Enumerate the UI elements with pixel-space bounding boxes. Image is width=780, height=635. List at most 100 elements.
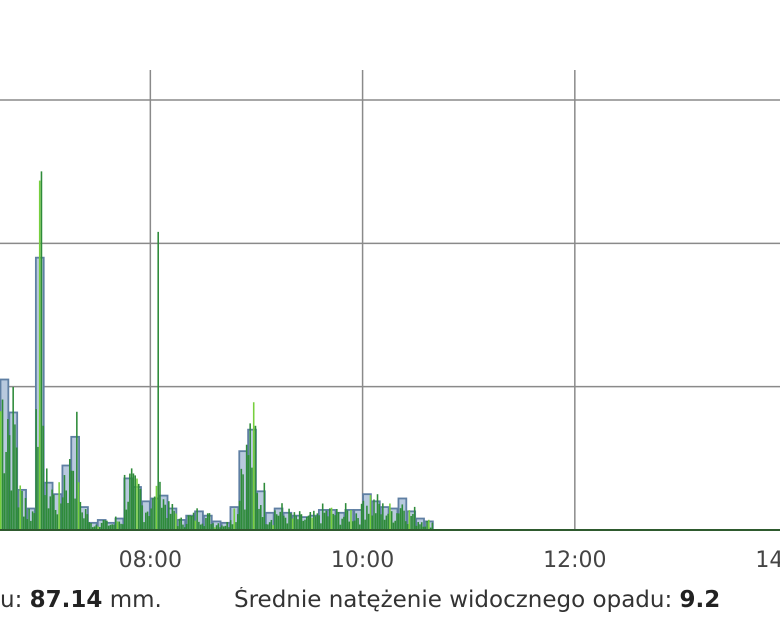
fine-bar [383, 519, 386, 530]
fine-bar [263, 482, 266, 530]
fine-bar [107, 525, 110, 530]
fine-bar [159, 481, 161, 530]
fine-bar [431, 522, 434, 530]
fine-bar [279, 511, 282, 530]
fine-bar [244, 509, 246, 530]
fine-bar [336, 509, 338, 530]
fine-bar [182, 524, 184, 530]
fine-bar [134, 475, 136, 530]
fine-bar [428, 519, 430, 530]
fine-bar [330, 507, 333, 530]
fine-bar [201, 523, 204, 530]
fine-bar [132, 473, 135, 530]
fine-bar [378, 503, 381, 530]
fine-bar [150, 508, 152, 530]
fine-bar [136, 478, 138, 530]
fine-bar [392, 522, 395, 530]
fine-bar [38, 180, 41, 530]
fine-bar [28, 508, 30, 530]
fine-bar [320, 523, 322, 530]
fine-bar [148, 516, 151, 530]
fine-bar [351, 521, 354, 530]
fine-bar [180, 517, 182, 530]
fine-bar [339, 524, 342, 530]
fine-bar [247, 455, 250, 530]
fine-bar [327, 516, 329, 530]
fine-bar [109, 524, 112, 530]
fine-bar [222, 526, 225, 530]
fine-bar [328, 508, 331, 530]
fine-bar [173, 510, 175, 530]
fine-bar [376, 494, 379, 530]
fine-bar [240, 468, 243, 530]
fine-bar [30, 520, 32, 530]
fine-bar [93, 526, 96, 530]
fine-bar [316, 513, 319, 530]
fine-bar [22, 516, 25, 530]
fine-bar [56, 514, 59, 530]
fine-bar [90, 523, 92, 530]
fine-bar [360, 503, 363, 530]
precipitation-chart: 08:00 10:00 12:00 14:00 [0, 70, 780, 573]
fine-bar [21, 490, 23, 530]
fine-bar [100, 522, 103, 530]
fine-bar [125, 509, 128, 530]
fine-bar [394, 520, 396, 530]
fine-bar [304, 519, 306, 530]
total-precipitation: u: 87.14 mm. [0, 587, 162, 613]
fine-bar [413, 506, 416, 530]
fine-bar [245, 444, 248, 530]
fine-bar [185, 523, 188, 530]
fine-bar [401, 504, 404, 530]
fine-bar [67, 502, 69, 530]
fine-bar [298, 511, 301, 530]
fine-bar [176, 526, 179, 530]
fine-bar [237, 514, 239, 530]
fine-bar [226, 521, 228, 530]
fine-bar [99, 526, 101, 530]
fine-bar [282, 515, 285, 530]
fine-bar [251, 467, 253, 530]
fine-bar [254, 425, 257, 530]
fine-bar [229, 520, 232, 530]
fine-bar [367, 513, 370, 530]
fine-bar [127, 501, 129, 530]
fine-bar [58, 482, 60, 530]
fine-bar [208, 513, 211, 530]
x-tick-label: 12:00 [543, 548, 606, 573]
fine-bar [288, 508, 290, 530]
fine-bar [164, 504, 167, 530]
fine-bar [219, 527, 221, 530]
fine-bar [429, 527, 432, 530]
fine-bar [297, 519, 299, 530]
fine-bar [169, 513, 172, 530]
fine-bar [371, 515, 373, 530]
fine-bar [157, 231, 159, 530]
fine-bar [341, 518, 343, 530]
fine-bar [373, 499, 375, 530]
fine-bar [318, 515, 320, 530]
fine-bar [238, 500, 241, 530]
fine-bars [0, 171, 434, 530]
mean-value: 9.2 [679, 587, 721, 613]
fine-bar [212, 523, 214, 530]
fine-bar [390, 511, 393, 530]
fine-bar [10, 490, 13, 530]
total-label: u: [0, 587, 30, 613]
fine-bar [205, 517, 207, 530]
fine-bar [281, 503, 283, 530]
fine-bar [19, 485, 22, 530]
fine-bar [284, 517, 287, 530]
fine-bar [139, 488, 142, 530]
fine-bar [260, 505, 262, 530]
mean-label: Średnie natężenie widocznego opadu: [234, 587, 680, 613]
fine-bar [166, 518, 168, 530]
fine-bar [120, 523, 122, 530]
fine-bar [35, 409, 37, 530]
fine-bar [146, 511, 149, 530]
fine-bar [155, 485, 158, 530]
fine-bar [214, 527, 216, 530]
fine-bar [224, 525, 227, 530]
fine-bar [385, 515, 388, 530]
fine-bar [206, 513, 209, 530]
